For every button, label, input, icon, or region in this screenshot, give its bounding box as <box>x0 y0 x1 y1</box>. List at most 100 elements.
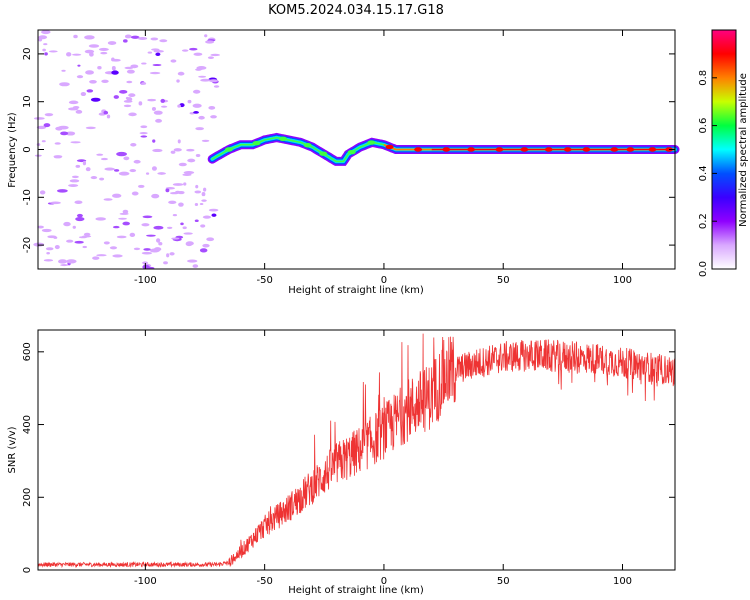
noise-speckle <box>163 261 168 265</box>
noise-speckle <box>56 189 68 193</box>
noise-speckle <box>71 175 79 179</box>
noise-speckle <box>150 37 159 41</box>
noise-speckle <box>106 114 111 119</box>
noise-speckle <box>192 264 199 268</box>
noise-speckle <box>33 117 45 120</box>
noise-speckle <box>41 30 51 35</box>
noise-speckle <box>101 79 109 83</box>
noise-speckle <box>46 252 50 255</box>
noise-speckle <box>90 97 101 102</box>
noise-speckles <box>33 30 220 270</box>
colorbar-gradient <box>712 30 736 269</box>
noise-speckle <box>201 191 206 197</box>
noise-speckle <box>116 235 127 239</box>
noise-speckle <box>152 63 162 66</box>
noise-speckle <box>103 198 113 201</box>
noise-speckle <box>54 245 60 250</box>
ridge-blob <box>442 147 451 152</box>
noise-speckle <box>160 98 166 103</box>
noise-speckle <box>194 202 199 206</box>
noise-speckle <box>124 34 132 39</box>
noise-speckle <box>198 115 205 120</box>
ridge-blob <box>495 147 504 152</box>
noise-speckle <box>182 226 187 230</box>
noise-speckle <box>153 50 164 53</box>
colorbar-tick-label: 0.0 <box>698 261 709 277</box>
noise-speckle <box>171 237 180 240</box>
noise-speckle <box>177 139 181 144</box>
y-tick-label: 200 <box>22 488 33 507</box>
noise-speckle <box>118 171 130 176</box>
noise-speckle <box>47 235 57 239</box>
x-tick-label: 0 <box>381 576 387 587</box>
noise-speckle <box>63 221 71 227</box>
noise-speckle <box>85 70 94 75</box>
y-tick-label: 0 <box>22 146 33 152</box>
noise-speckle <box>66 239 74 243</box>
noise-speckle <box>189 47 198 51</box>
noise-speckle <box>172 183 184 186</box>
noise-speckle <box>141 82 147 85</box>
noise-speckle <box>112 254 123 258</box>
noise-speckle <box>195 184 199 189</box>
noise-speckle <box>170 150 176 154</box>
x-tick-label: 50 <box>497 275 510 286</box>
ridge-blob <box>467 147 476 152</box>
noise-speckle <box>209 79 219 83</box>
colorbar-tick-label: 0.8 <box>698 70 709 86</box>
y-tick-label: -10 <box>22 189 33 205</box>
noise-speckle <box>98 47 109 51</box>
noise-speckle <box>100 157 108 161</box>
colorbar-tick-label: 0.4 <box>698 165 709 181</box>
noise-speckle <box>75 109 83 114</box>
ridge-blob <box>319 151 328 156</box>
noise-speckle <box>170 59 177 63</box>
noise-speckle <box>39 190 46 195</box>
noise-speckle <box>66 52 72 57</box>
noise-speckle <box>130 35 140 39</box>
noise-speckle <box>157 172 166 175</box>
y-tick-label: 10 <box>22 95 33 108</box>
noise-speckle <box>124 66 134 70</box>
noise-speckle <box>65 131 76 136</box>
spectral-ridge <box>207 132 680 166</box>
noise-speckle <box>112 193 122 198</box>
noise-speckle <box>123 39 128 43</box>
ridge-blob <box>544 147 553 152</box>
colorbar-label: Normalized spectral amplitude <box>738 73 749 227</box>
noise-speckle <box>43 43 48 46</box>
noise-speckle <box>165 188 170 193</box>
noise-speckle <box>198 75 207 78</box>
noise-speckle <box>72 53 82 56</box>
noise-speckle <box>36 125 47 130</box>
x-tick-label: -100 <box>134 275 157 286</box>
noise-speckle <box>133 247 141 251</box>
noise-speckle <box>206 237 215 242</box>
noise-speckle <box>119 89 128 94</box>
noise-speckle <box>57 125 69 130</box>
snr-panel: -100 -50 0 50 100 0 200 400 600 Height of strai… <box>7 329 676 596</box>
y-tick-label: 600 <box>22 342 33 361</box>
noise-speckle <box>201 139 210 142</box>
noise-speckle <box>113 95 119 99</box>
noise-speckle <box>210 115 217 119</box>
spectrogram-x-ticks: -100 -50 0 50 100 <box>134 30 632 286</box>
noise-speckle <box>146 234 156 237</box>
noise-speckle <box>96 254 107 257</box>
noise-speckle <box>99 177 105 181</box>
noise-speckle <box>181 49 189 52</box>
x-tick-label: -50 <box>256 275 272 286</box>
noise-speckle <box>44 52 48 56</box>
noise-speckle <box>200 224 206 228</box>
noise-speckle <box>100 51 108 55</box>
ridge-blob <box>347 149 356 155</box>
noise-speckle <box>195 154 201 158</box>
ridge-blob <box>626 147 635 152</box>
noise-speckle <box>59 82 70 87</box>
noise-speckle <box>122 221 130 226</box>
noise-speckle <box>155 118 162 123</box>
noise-speckle <box>53 156 62 159</box>
noise-speckle <box>169 252 175 256</box>
noise-speckle <box>202 243 210 248</box>
noise-speckle <box>84 49 95 54</box>
